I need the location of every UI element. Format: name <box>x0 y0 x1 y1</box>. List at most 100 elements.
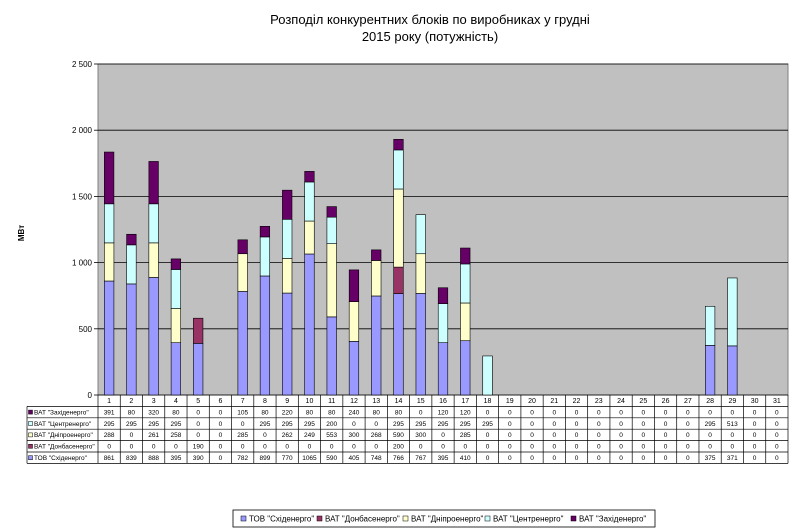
bar-segment <box>460 340 471 396</box>
table-cell: 0 <box>731 409 735 416</box>
y-tick-label: 1 000 <box>72 259 93 268</box>
table-cell: 0 <box>775 432 779 439</box>
table-cell: 0 <box>263 432 267 439</box>
x-tick-label: 10 <box>306 398 314 405</box>
table-row-label: ТОВ "Східенерго" <box>34 454 88 462</box>
table-cell: 0 <box>174 444 178 451</box>
x-tick-label: 2 <box>129 398 133 405</box>
table-cell: 0 <box>419 444 423 451</box>
table-cell: 0 <box>664 421 668 428</box>
table-cell: 0 <box>731 432 735 439</box>
table-cell: 391 <box>104 409 115 416</box>
table-cell: 0 <box>508 421 512 428</box>
table-cell: 295 <box>304 421 315 428</box>
table-cell: 375 <box>705 455 716 462</box>
bar-segment <box>170 258 181 270</box>
chart-title-line1: Розподіл конкурентних блоків по виробник… <box>270 12 590 27</box>
table-cell: 0 <box>130 432 134 439</box>
legend-entry: ВАТ "Центренерго" <box>493 515 564 524</box>
table-cell: 0 <box>753 421 757 428</box>
table-cell: 220 <box>282 409 293 416</box>
table-cell: 0 <box>241 444 245 451</box>
table-cell: 258 <box>170 432 181 439</box>
table-cell: 295 <box>415 421 426 428</box>
bar-segment <box>393 139 404 151</box>
table-cell: 120 <box>460 409 471 416</box>
y-tick-label: 2 500 <box>72 60 93 69</box>
table-cell: 0 <box>686 432 690 439</box>
x-tick-label: 6 <box>218 398 222 405</box>
x-tick-label: 30 <box>751 398 759 405</box>
table-legend-key <box>28 444 33 449</box>
bar-segment <box>170 342 181 396</box>
table-cell: 0 <box>619 455 623 462</box>
table-cell: 0 <box>196 421 200 428</box>
x-tick-label: 9 <box>285 398 289 405</box>
table-cell: 0 <box>619 409 623 416</box>
table-cell: 0 <box>219 421 223 428</box>
table-cell: 80 <box>172 409 180 416</box>
table-cell: 0 <box>708 432 712 439</box>
table-cell: 0 <box>486 432 490 439</box>
legend-swatch <box>402 515 409 522</box>
table-cell: 295 <box>460 421 471 428</box>
table-row-label: ВАТ "Західенерго" <box>34 408 89 416</box>
x-tick-label: 20 <box>528 398 536 405</box>
bar-segment <box>326 216 337 244</box>
bar-segment <box>482 355 493 396</box>
table-cell: 0 <box>508 432 512 439</box>
table-cell: 0 <box>597 432 601 439</box>
table-cell: 0 <box>196 432 200 439</box>
table-cell: 0 <box>263 444 267 451</box>
table-cell: 80 <box>128 409 136 416</box>
table-cell: 0 <box>486 409 490 416</box>
table-cell: 0 <box>308 444 312 451</box>
table-cell: 0 <box>753 444 757 451</box>
table-cell: 0 <box>753 455 757 462</box>
x-tick-label: 4 <box>174 398 178 405</box>
bar-segment <box>259 236 271 277</box>
bar-segment <box>705 345 716 396</box>
table-legend-key <box>28 432 33 438</box>
x-tick-label: 13 <box>372 398 380 405</box>
table-cell: 295 <box>104 421 115 428</box>
bar-segment <box>348 341 360 396</box>
table-cell: 0 <box>374 421 378 428</box>
bar-segment <box>126 244 137 285</box>
bar-segment <box>237 291 248 396</box>
table-cell: 120 <box>438 409 449 416</box>
table-cell: 0 <box>552 432 556 439</box>
table-cell: 395 <box>170 455 181 462</box>
bar-segment <box>393 188 404 268</box>
x-tick-label: 28 <box>706 398 714 405</box>
table-cell: 0 <box>463 444 467 451</box>
y-tick-label: 0 <box>88 391 93 400</box>
table-cell: 0 <box>486 455 490 462</box>
bar-segment <box>304 181 315 222</box>
table-cell: 285 <box>237 432 248 439</box>
x-tick-label: 24 <box>617 398 625 405</box>
y-tick-label: 2 000 <box>72 126 93 135</box>
table-cell: 0 <box>597 455 601 462</box>
table-cell: 0 <box>530 421 534 428</box>
bar-segment <box>460 247 471 265</box>
bar-segment <box>326 316 337 396</box>
x-tick-label: 14 <box>395 398 403 405</box>
table-cell: 766 <box>393 455 404 462</box>
legend-swatch <box>240 515 247 522</box>
table-cell: 0 <box>419 409 423 416</box>
table-cell: 0 <box>552 444 556 451</box>
table-cell: 80 <box>395 409 403 416</box>
table-cell: 295 <box>482 421 493 428</box>
bar-segment <box>148 161 159 205</box>
table-cell: 0 <box>219 455 223 462</box>
table-cell: 0 <box>508 409 512 416</box>
bar-segment <box>259 275 271 396</box>
table-cell: 0 <box>708 409 712 416</box>
bar-segment <box>415 214 426 255</box>
bar-segment <box>415 253 426 294</box>
bar-segment <box>237 253 248 292</box>
table-cell: 390 <box>193 455 204 462</box>
table-cell: 0 <box>575 409 579 416</box>
table-cell: 0 <box>530 444 534 451</box>
